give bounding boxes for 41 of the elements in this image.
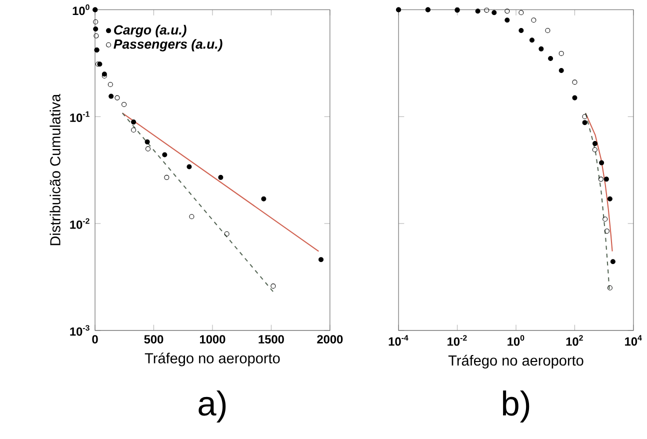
point [122,102,127,108]
point [131,128,136,133]
point [114,95,120,100]
point [145,146,151,152]
x-tick-label: 1000 [200,335,226,344]
point [218,175,224,180]
point [108,94,114,99]
point [270,284,276,289]
x-tick-label: 10$^{2}$ [566,335,583,346]
point [162,152,168,158]
x-tick-label: 10$^{-2}$ [448,335,467,346]
y-axis-title: Distribuicão Cumulativa [50,94,60,246]
point [224,232,230,237]
point [108,82,113,88]
x-tick-label: 500 [144,335,164,344]
x-tick-label: 10$^{-4}$ [388,335,408,346]
y-tick-label: 10$^{-1}$ [70,112,90,122]
point [164,175,170,180]
point [93,26,98,32]
x-tick-label: 10$^{4}$ [625,335,642,346]
y-tick-label: 10$^{-3}$ [70,325,90,336]
point [94,34,99,39]
point [261,196,266,202]
x-axis-title: Tráfego no aeroporto [448,355,584,369]
legend-label: Cargo (a.u.) [114,25,186,38]
text: b) [502,390,530,423]
y-tick-label: 10$^{-2}$ [70,218,90,230]
x-axis-title: Tráfego no aeroporto [144,352,280,366]
x-tick-label: 1500 [258,335,284,344]
point [131,120,136,125]
x-tick-label: 10$^{0}$ [508,335,524,346]
legend-label: Passengers (a.u.) [114,39,222,52]
text: a) [198,390,226,423]
y-tick-label: 10$^{0}$ [72,4,90,16]
x-tick-label: 2000 [317,335,343,344]
point [186,164,192,170]
point [144,140,150,145]
point [93,20,98,25]
point [318,257,324,262]
point [189,214,194,220]
x-tick-label: 0 [92,335,98,344]
